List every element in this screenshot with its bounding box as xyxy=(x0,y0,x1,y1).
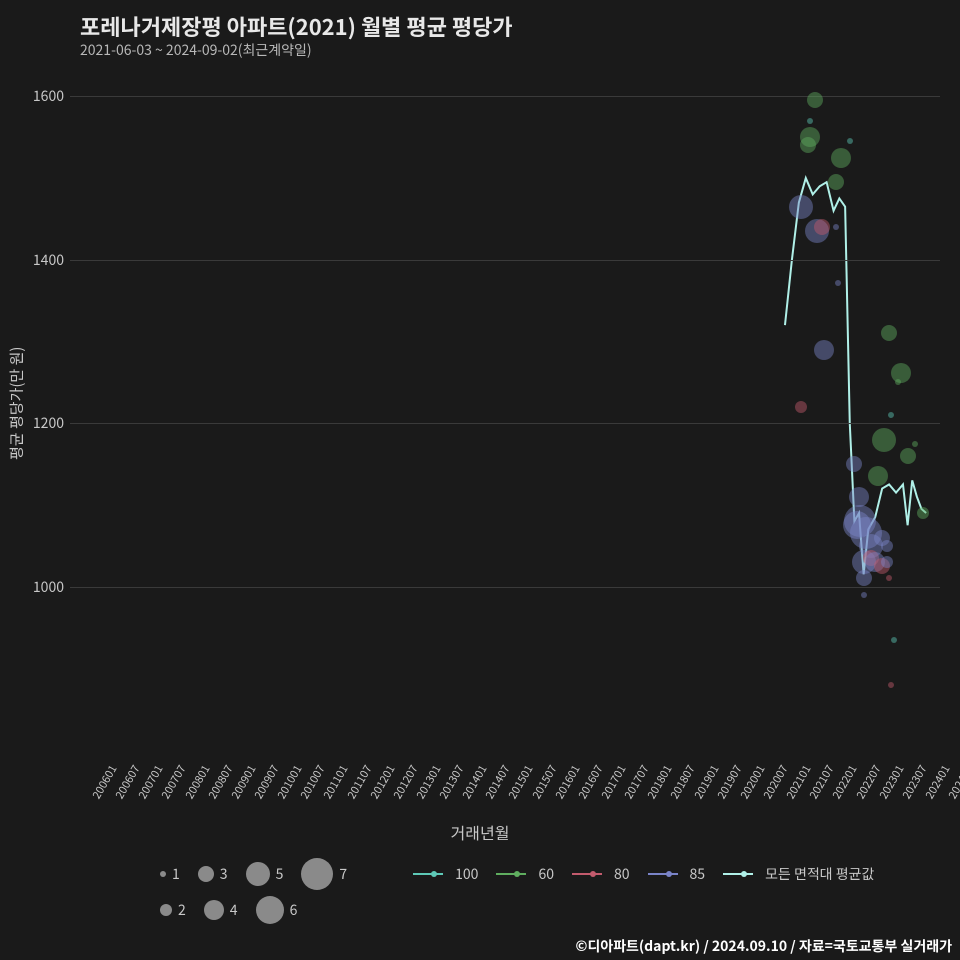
data-point xyxy=(872,428,896,452)
data-point xyxy=(888,682,894,688)
data-point xyxy=(835,280,841,286)
legend-label: 3 xyxy=(220,864,228,884)
legend-dot-icon xyxy=(204,900,224,920)
data-point xyxy=(868,466,888,486)
data-point xyxy=(814,219,830,235)
legend-size-item: 5 xyxy=(246,862,284,886)
gridline xyxy=(70,260,940,261)
plot-area: 1000120014001600200601200607200701200707… xyxy=(70,80,940,750)
legend-label: 2 xyxy=(178,900,186,920)
data-point xyxy=(800,127,820,147)
legend-size-item: 3 xyxy=(198,864,228,884)
data-point xyxy=(828,174,844,190)
legend-size-item: 6 xyxy=(256,896,298,924)
data-point xyxy=(789,195,813,219)
legend-dot-icon xyxy=(246,862,270,886)
data-point xyxy=(881,540,893,552)
data-point xyxy=(849,487,869,507)
data-point xyxy=(891,363,911,383)
legend-line-icon xyxy=(572,873,602,875)
legend-label: 5 xyxy=(276,864,284,884)
data-point xyxy=(917,507,929,519)
data-point xyxy=(881,556,893,568)
data-point xyxy=(900,448,916,464)
legend-line-icon xyxy=(723,873,753,875)
data-point xyxy=(807,118,813,124)
legend-color-item: 85 xyxy=(648,864,706,884)
legend-dot-icon xyxy=(301,858,333,890)
footer-attribution: ©디아파트(dapt.kr) / 2024.09.10 / 자료=국토교통부 실… xyxy=(575,936,952,956)
data-point xyxy=(891,637,897,643)
legend-label: 모든 면적대 평균값 xyxy=(765,864,874,884)
data-point xyxy=(847,138,853,144)
data-point xyxy=(807,92,823,108)
legend-label: 1 xyxy=(172,864,180,884)
legend-line-icon xyxy=(648,873,678,875)
legend-color-item: 모든 면적대 평균값 xyxy=(723,864,874,884)
data-point xyxy=(912,441,918,447)
data-point xyxy=(795,401,807,413)
legend-size-item: 2 xyxy=(160,900,186,920)
legend-dot-icon xyxy=(160,871,166,877)
legend-size-item: 1 xyxy=(160,864,180,884)
legend-label: 100 xyxy=(455,864,478,884)
legend-color-item: 60 xyxy=(496,864,554,884)
legend-dot-icon xyxy=(198,866,214,882)
data-point xyxy=(856,570,872,586)
legend-color-item: 80 xyxy=(572,864,630,884)
data-point xyxy=(886,575,892,581)
legend-label: 6 xyxy=(290,900,298,920)
chart-subtitle: 2021-06-03 ~ 2024-09-02(최근계약일) xyxy=(80,40,312,60)
gridline xyxy=(70,423,940,424)
data-point xyxy=(881,325,897,341)
data-point xyxy=(833,224,839,230)
legend-size-item: 4 xyxy=(204,900,238,920)
legend-dot-icon xyxy=(256,896,284,924)
legend-label: 7 xyxy=(339,864,347,884)
legend-label: 60 xyxy=(538,864,554,884)
gridline xyxy=(70,587,940,588)
y-axis-label: 평균 평당가(만 원) xyxy=(6,347,27,460)
legend-line-icon xyxy=(413,873,443,875)
legend-dot-icon xyxy=(160,904,172,916)
data-point xyxy=(861,592,867,598)
legend-color-item: 100 xyxy=(413,864,478,884)
y-tick-label: 1000 xyxy=(33,577,64,597)
avg-line xyxy=(70,80,940,750)
x-axis-label: 거래년월 xyxy=(0,820,960,844)
legend-label: 85 xyxy=(690,864,706,884)
data-point xyxy=(888,412,894,418)
legend: 1 3 5 7 100 60 80 85 모든 면적대 평균값 2 4 6 xyxy=(160,858,874,930)
data-point xyxy=(831,148,851,168)
y-tick-label: 1200 xyxy=(33,413,64,433)
legend-size-item: 7 xyxy=(301,858,347,890)
data-point xyxy=(814,340,834,360)
legend-label: 4 xyxy=(230,900,238,920)
data-point xyxy=(846,456,862,472)
y-tick-label: 1400 xyxy=(33,250,64,270)
legend-line-icon xyxy=(496,873,526,875)
legend-label: 80 xyxy=(614,864,630,884)
y-tick-label: 1600 xyxy=(33,86,64,106)
chart-title: 포레나거제장평 아파트(2021) 월별 평균 평당가 xyxy=(80,10,513,42)
